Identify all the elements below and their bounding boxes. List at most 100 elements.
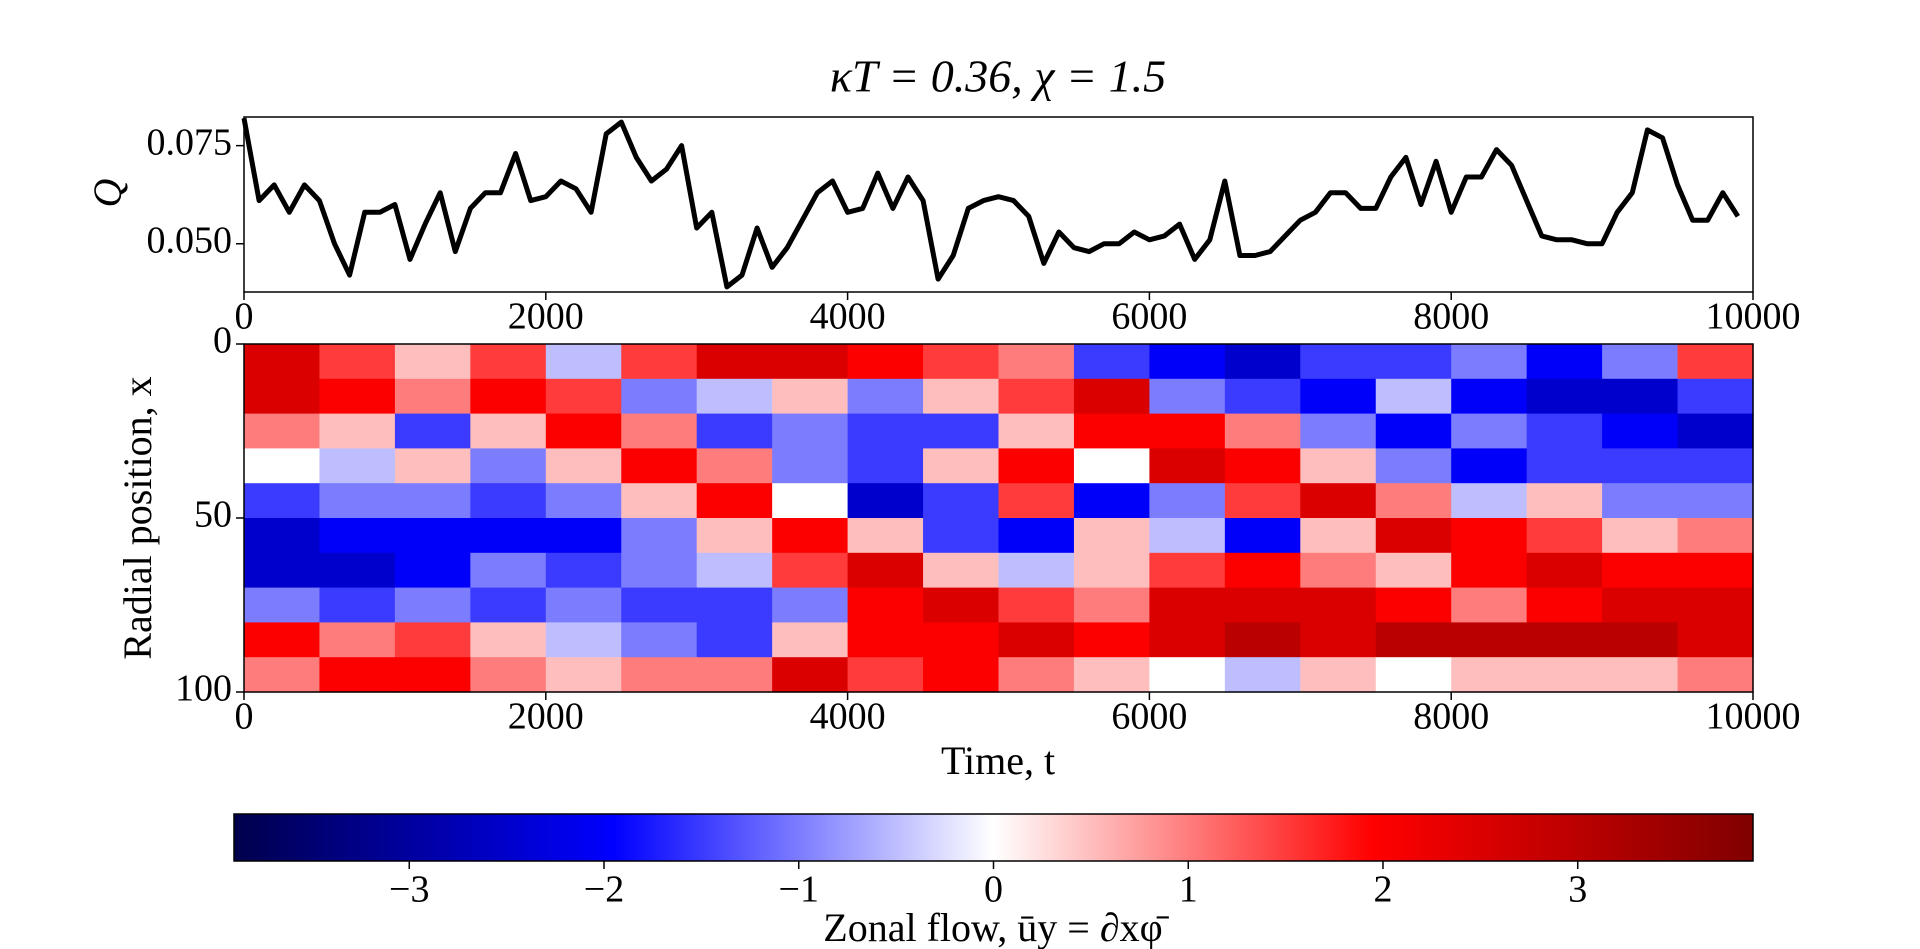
heatmap-cell [621, 413, 698, 449]
heatmap-cell [1300, 518, 1377, 554]
heatmap-cell [847, 378, 924, 415]
heatmap-cell [244, 413, 321, 449]
heatmap-cell [244, 587, 321, 623]
heatmap-cell [319, 622, 396, 658]
heatmap-cell [1677, 448, 1754, 484]
heatmap-cell [772, 413, 849, 449]
heatmap-cell [1677, 518, 1754, 554]
heatmap-cell [319, 344, 396, 380]
heatmap-cell [1375, 344, 1452, 380]
heatmap-cell [772, 552, 849, 589]
heatmap-cell [1375, 552, 1452, 589]
colorbar [233, 813, 1754, 862]
heatmap-cell [394, 413, 471, 449]
heatmap-cell [244, 518, 321, 554]
heatmap-cell [545, 378, 622, 415]
heatmap-cell [394, 622, 471, 658]
heatmap-cell [621, 344, 698, 380]
heatmap-cell [1300, 483, 1377, 519]
heatmap-cell [1526, 552, 1603, 589]
heatmap-cell [1602, 344, 1679, 380]
heatmap-cell [244, 657, 321, 693]
heatmap-cell [1526, 657, 1603, 693]
heatmap-cell [847, 552, 924, 589]
heatmap-cell [696, 657, 773, 693]
heatmap-cell [923, 378, 1000, 415]
heatmap-cell [319, 413, 396, 449]
heatmap-cell [1224, 413, 1301, 449]
x-tick-label: 2000 [508, 296, 584, 338]
heatmap-cell [1451, 622, 1528, 658]
heatmap-cell [1526, 483, 1603, 519]
heatmap-cell [1526, 413, 1603, 449]
heatmap-cell [1375, 413, 1452, 449]
x-tick-label: 4000 [810, 296, 886, 338]
heatmap-cell [1149, 622, 1226, 658]
heatmap-cell [1602, 622, 1679, 658]
heatmap-cell [1451, 657, 1528, 693]
heatmap-cell [470, 518, 547, 554]
heatmap-cell [923, 413, 1000, 449]
y-tick-label: 50 [194, 494, 232, 536]
heatmap-cell [545, 448, 622, 484]
y-tick-label: 0.075 [147, 121, 233, 163]
heatmap-cell [1451, 518, 1528, 554]
heatmap-cell [545, 518, 622, 554]
heatmap-cell [998, 378, 1075, 415]
heatmap-cell [923, 657, 1000, 693]
heatmap-cell [470, 552, 547, 589]
heatmap-cell [1224, 518, 1301, 554]
heatmap-cell [998, 413, 1075, 449]
heatmap-cell [470, 378, 547, 415]
heatmap-cell [1224, 448, 1301, 484]
heatmap-cell [545, 344, 622, 380]
heatmap-cell [923, 448, 1000, 484]
heatmap-cell [244, 344, 321, 380]
heatmap-cell [772, 622, 849, 658]
heatmap-cell [319, 518, 396, 554]
x-tick-label: 0 [235, 696, 254, 738]
heatmap-cell [1451, 552, 1528, 589]
heatmap-cell [1677, 657, 1754, 693]
x-tick-label: 10000 [1706, 296, 1801, 338]
heatmap-cell [1451, 448, 1528, 484]
heatmap-cell [923, 587, 1000, 623]
heatmap-cell [1224, 483, 1301, 519]
colorbar-tick-label: 1 [1179, 869, 1198, 911]
heatmap-cell [696, 378, 773, 415]
heatmap-cell [772, 587, 849, 623]
heatmap-cell [1073, 344, 1150, 380]
heatmap-cell [319, 657, 396, 693]
heatmap-cell [1073, 587, 1150, 623]
colorbar-tick-label: −1 [779, 869, 819, 911]
y-tick-label: 0 [213, 320, 232, 362]
colorbar-tick-label: −3 [389, 869, 429, 911]
heatmap-cell [847, 622, 924, 658]
heatmap-cell [1602, 657, 1679, 693]
heatmap-cell [847, 413, 924, 449]
heatmap-cell [1149, 518, 1226, 554]
x-tick-label: 0 [235, 296, 254, 338]
heatmap-cell [1677, 378, 1754, 415]
x-tick-label: 8000 [1413, 296, 1489, 338]
heatmap-cell [923, 552, 1000, 589]
axes-frame [243, 343, 1754, 693]
heatmap-cell [998, 657, 1075, 693]
heatmap-cell [923, 622, 1000, 658]
x-tick-label: 4000 [810, 696, 886, 738]
heatmap-cell [244, 448, 321, 484]
heatmap-cell [470, 483, 547, 519]
heatmap-cell [1602, 552, 1679, 589]
heatmap-cell [847, 518, 924, 554]
heatmap-cell [1073, 483, 1150, 519]
heatmap-cell [696, 587, 773, 623]
y-axis-label: Q [85, 178, 130, 207]
colorbar-tick-label: −2 [584, 869, 624, 911]
heatmap-cell [1451, 587, 1528, 623]
heatmap-cell [621, 622, 698, 658]
heatmap-cell [1451, 344, 1528, 380]
heatmap-cell [394, 657, 471, 693]
heatmap-cell [1224, 344, 1301, 380]
heatmap-cell [394, 483, 471, 519]
heatmap-cell [1602, 518, 1679, 554]
